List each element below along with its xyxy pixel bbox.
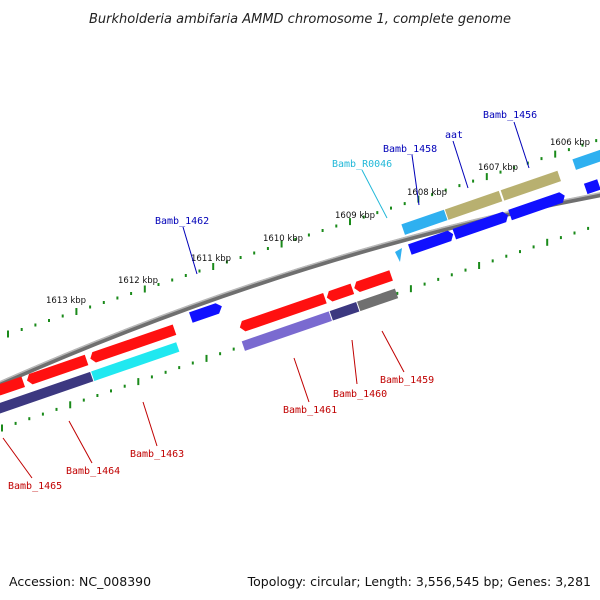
gene-label[interactable]: Bamb_1456 (483, 110, 537, 121)
gene-label[interactable]: Bamb_R0046 (332, 159, 392, 170)
topology-text: Topology: circular; Length: 3,556,545 bp… (247, 574, 591, 589)
kbp-label: 1607 kbp (478, 163, 518, 173)
kbp-labels: 1606 kbp 1607 kbp 1608 kbp 1609 kbp 1610… (46, 138, 590, 306)
gene-label[interactable]: Bamb_1463 (130, 449, 184, 460)
gene-bamb-1461-cds[interactable] (241, 311, 332, 351)
gene-label[interactable]: Bamb_1464 (66, 466, 120, 477)
gene-label[interactable]: Bamb_1460 (333, 389, 387, 400)
kbp-label: 1608 kbp (407, 188, 447, 198)
gene-bamb-1464-top[interactable] (25, 354, 89, 386)
gene-label[interactable]: aat (445, 130, 463, 141)
gene-label[interactable]: Bamb_1462 (155, 216, 209, 227)
gene-aat[interactable] (444, 190, 503, 220)
gene-bamb-r0046[interactable] (401, 209, 448, 235)
kbp-label: 1606 kbp (550, 138, 590, 148)
gene-bamb-1461[interactable] (238, 293, 327, 333)
gene-bamb-1465-top[interactable] (0, 376, 25, 397)
kbp-label: 1610 kbp (263, 234, 303, 244)
kbp-label: 1611 kbp (191, 254, 231, 264)
kbp-label: 1613 kbp (46, 296, 86, 306)
reverse-genes (0, 270, 399, 415)
chromosome-axis (0, 192, 600, 387)
gene-label-leaders (2, 121, 530, 479)
gene-bamb-1460[interactable] (329, 301, 360, 321)
gene-bamb-1463-top[interactable] (89, 324, 177, 363)
gene-bamb-1459-top[interactable] (352, 270, 393, 293)
gene-blue-4[interactable] (583, 179, 600, 195)
gene-bamb-1463[interactable] (91, 342, 180, 381)
gene-bamb-1459[interactable] (357, 288, 399, 312)
gene-bamb-1456[interactable] (572, 146, 600, 170)
gene-bamb-1460-top[interactable] (325, 283, 355, 303)
gene-trna-marker (395, 248, 402, 262)
forward-genes (189, 146, 600, 323)
accession-text: Accession: NC_008390 (9, 574, 151, 589)
gene-bamb-1465[interactable] (0, 371, 94, 415)
kbp-label: 1609 kbp (335, 211, 375, 221)
gene-label[interactable]: Bamb_1465 (8, 481, 62, 492)
gene-bamb-1458[interactable] (408, 229, 455, 255)
kbp-label: 1612 kbp (118, 276, 158, 286)
chromosome-axis-highlight (0, 192, 600, 383)
gene-labels: Bamb_1456 aat Bamb_1458 Bamb_R0046 Bamb_… (8, 110, 537, 492)
gene-label[interactable]: Bamb_1459 (380, 375, 434, 386)
gene-blue-2[interactable] (452, 210, 509, 240)
gene-bamb-1462[interactable] (189, 302, 224, 323)
gene-blue-3[interactable] (508, 191, 566, 221)
gene-olive-2[interactable] (500, 170, 561, 201)
gene-label[interactable]: Bamb_1458 (383, 144, 437, 155)
page-title: Burkholderia ambifaria AMMD chromosome 1… (89, 12, 511, 27)
gene-label[interactable]: Bamb_1461 (283, 405, 337, 416)
